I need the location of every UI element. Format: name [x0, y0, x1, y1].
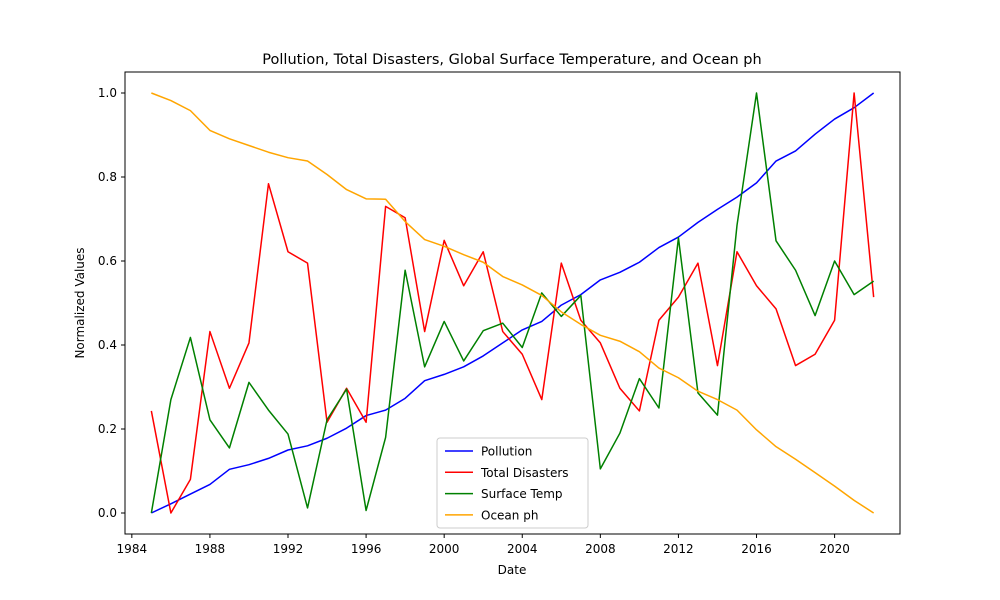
x-axis: 1984 1988 1992 1996 2000 2004 2008 2012 2016 2020	[117, 534, 850, 556]
x-tick-label: 1996	[351, 542, 382, 556]
y-tick-label: 1.0	[98, 86, 117, 100]
series-line-total-disasters	[150, 92, 875, 514]
y-tick-label: 0.4	[98, 338, 117, 352]
x-tick-label: 2012	[663, 542, 694, 556]
legend-label-total-disasters: Total Disasters	[480, 466, 569, 480]
x-tick-label: 1988	[195, 542, 226, 556]
x-tick-label: 2008	[585, 542, 616, 556]
legend-box	[436, 437, 589, 529]
y-axis: 0.0 0.2 0.4 0.6 0.8 1.0	[98, 86, 125, 520]
plot-frame	[124, 71, 901, 535]
x-tick-label: 2020	[819, 542, 850, 556]
y-tick-label: 0.0	[98, 506, 117, 520]
legend: Pollution Total Disasters Surface Temp Ocea…	[436, 437, 589, 529]
chart-title: Pollution, Total Disasters, Global Surfa…	[262, 52, 761, 68]
y-tick-label: 0.6	[98, 254, 117, 268]
x-tick-label: 1984	[117, 542, 148, 556]
x-tick-label: 1992	[273, 542, 304, 556]
x-tick-label: 2000	[429, 542, 460, 556]
y-tick-label: 0.8	[98, 170, 117, 184]
legend-label-pollution: Pollution	[481, 445, 532, 459]
legend-label-surface-temp: Surface Temp	[481, 487, 563, 501]
x-axis-label: Date	[498, 563, 527, 577]
y-tick-label: 0.2	[98, 422, 117, 436]
legend-label-ocean-ph: Ocean ph	[481, 508, 538, 522]
series-lines	[150, 92, 875, 514]
series-line-surface-temp	[150, 92, 875, 514]
x-tick-label: 2016	[741, 542, 772, 556]
x-tick-label: 2004	[507, 542, 538, 556]
series-line-ocean-ph	[151, 92, 875, 514]
y-axis-label: Normalized Values	[73, 247, 87, 358]
